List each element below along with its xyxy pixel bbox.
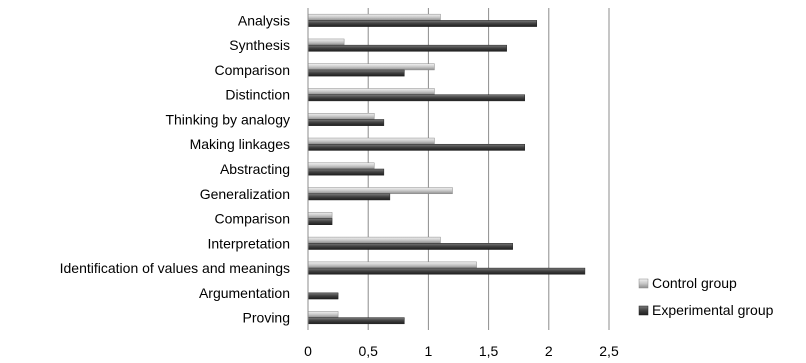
experimental-bar — [307, 218, 333, 225]
category-label: Identification of values and meanings — [60, 260, 290, 276]
category-label: Proving — [243, 310, 290, 326]
experimental-bar — [307, 317, 405, 325]
category-labels: Analysis Synthesis Comparison Distinction Th… — [60, 12, 290, 325]
x-tick-label: 0 — [304, 343, 312, 359]
legend-label: Control group — [652, 275, 737, 291]
control-bar — [307, 88, 435, 95]
category-label: Making linkages — [190, 136, 290, 152]
legend-swatch-experimental — [638, 305, 649, 316]
control-bar — [307, 137, 435, 145]
x-tick-label: 1,5 — [479, 343, 499, 359]
category-label: Argumentation — [199, 285, 290, 301]
control-bar — [307, 187, 453, 195]
x-tick-label: 2,5 — [599, 343, 619, 359]
x-tick-labels: 0 0,5 1 1,5 2 2,5 — [304, 343, 619, 359]
x-tick-label: 1 — [425, 343, 433, 359]
control-bar — [307, 38, 345, 46]
category-label: Comparison — [215, 62, 290, 78]
x-tick-label: 0,5 — [358, 343, 378, 359]
bars — [307, 13, 586, 325]
control-bar — [307, 261, 477, 269]
category-label: Comparison — [215, 211, 290, 227]
category-label: Abstracting — [220, 161, 290, 177]
experimental-bar — [307, 267, 586, 275]
category-label: Generalization — [200, 186, 290, 202]
control-bar — [307, 113, 375, 120]
category-label: Synthesis — [229, 37, 290, 53]
legend: Control group Experimental group — [638, 275, 774, 318]
legend-swatch-control — [638, 278, 649, 289]
category-label: Analysis — [238, 12, 290, 28]
x-tick-label: 2 — [545, 343, 553, 359]
control-bar — [307, 311, 339, 318]
control-bar — [307, 212, 333, 219]
control-bar — [307, 236, 441, 244]
experimental-bar — [307, 193, 391, 201]
experimental-bar — [307, 44, 507, 52]
category-label: Thinking by analogy — [165, 111, 290, 127]
experimental-bar — [307, 143, 525, 151]
experimental-bar — [307, 94, 525, 102]
control-bar — [307, 63, 435, 71]
control-bar — [307, 13, 441, 21]
control-bar — [307, 162, 375, 170]
experimental-bar — [307, 292, 339, 300]
experimental-bar — [307, 119, 385, 126]
experimental-bar — [307, 243, 513, 250]
gridlines — [367, 8, 610, 330]
legend-label: Experimental group — [652, 302, 774, 318]
category-label: Distinction — [225, 87, 290, 103]
experimental-bar — [307, 168, 385, 176]
experimental-bar — [307, 20, 538, 27]
experimental-bar — [307, 69, 405, 77]
category-label: Interpretation — [208, 235, 291, 251]
